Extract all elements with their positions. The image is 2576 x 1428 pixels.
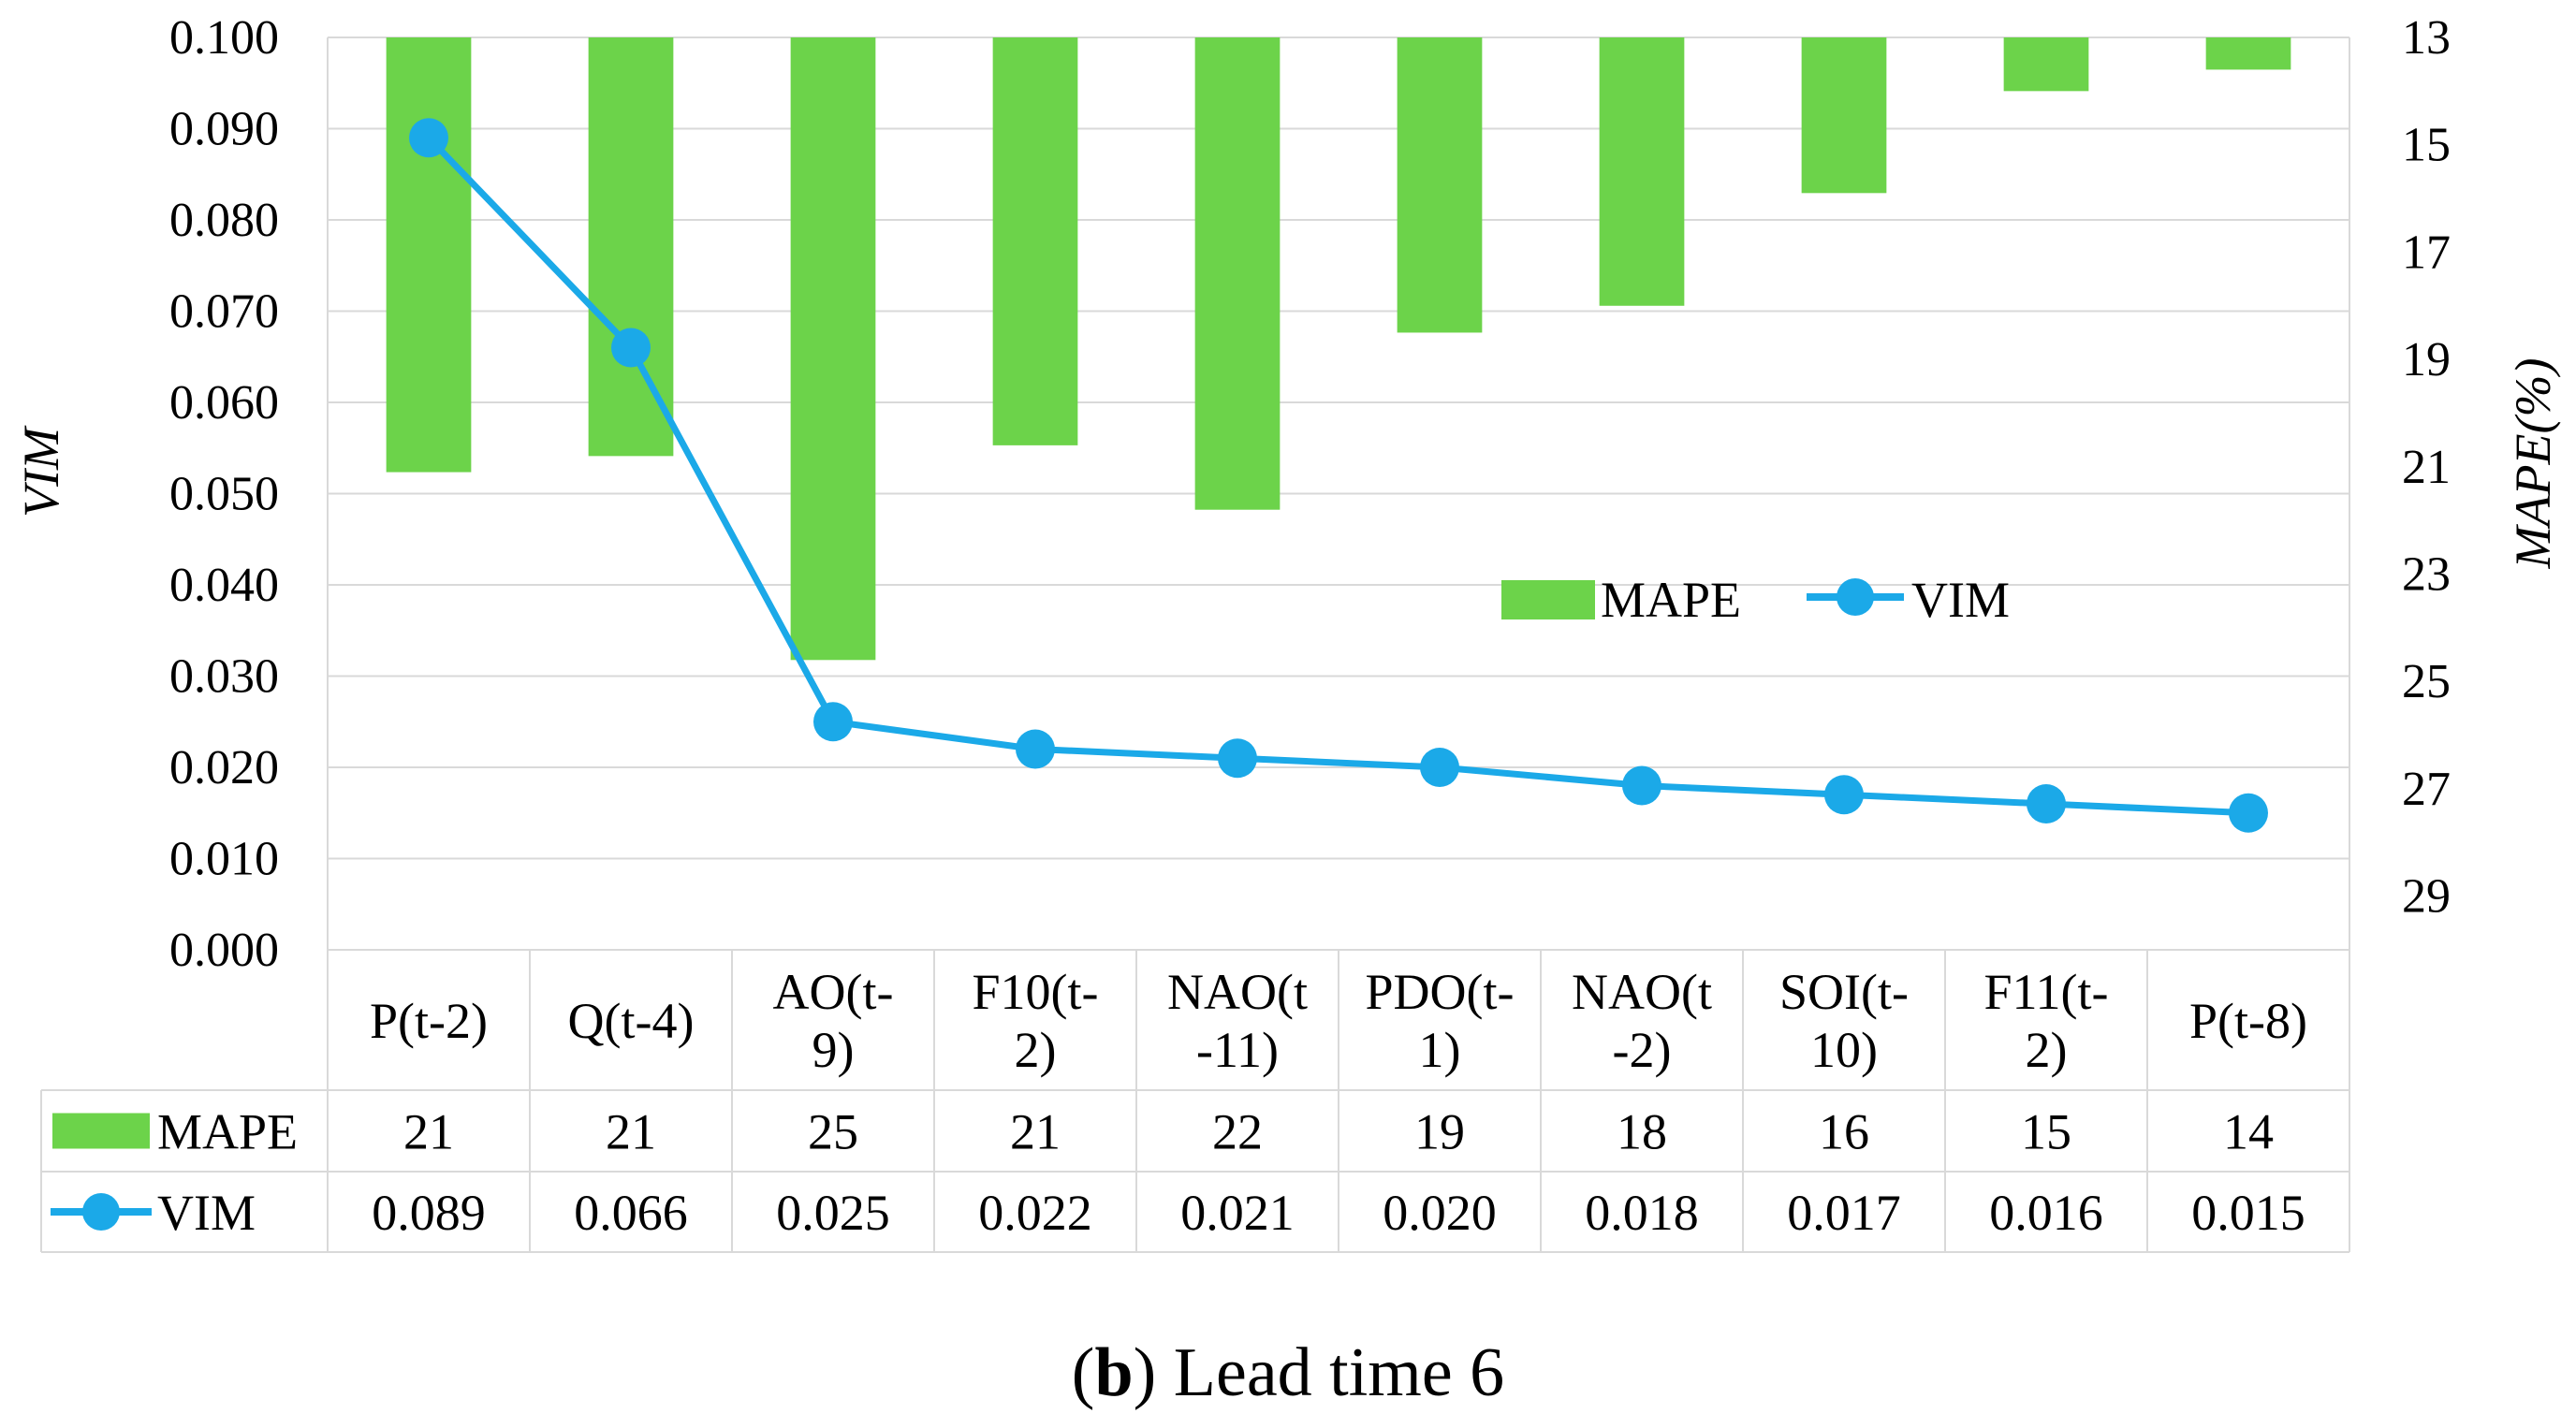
category-label: SOI(t- [1779, 964, 1909, 1020]
left-axis-ticks: 0.000 0.010 0.020 0.030 0.040 0.050 0.060 0.070… [169, 11, 279, 977]
right-tick-label: 13 [2402, 11, 2451, 65]
vim-point [409, 118, 448, 158]
vim-point [1824, 775, 1864, 815]
table-mape-value: 25 [808, 1104, 858, 1160]
right-tick-label: 19 [2402, 333, 2451, 386]
right-tick-label: 29 [2402, 870, 2451, 924]
table-mape-value: 22 [1212, 1104, 1263, 1160]
mape-bar [2205, 37, 2291, 70]
caption-text: Lead time 6 [1173, 1334, 1505, 1411]
legend-mape-label: MAPE [1601, 572, 1741, 628]
table-vim-value: 0.016 [1989, 1185, 2103, 1241]
mape-bar [1599, 37, 1685, 306]
vim-point [2229, 793, 2268, 833]
category-label: 1) [1419, 1022, 1461, 1078]
table-vim-value: 0.015 [2191, 1185, 2305, 1241]
table-vim-value: 0.022 [978, 1185, 1092, 1241]
right-tick-label: 27 [2402, 763, 2451, 816]
vim-line-series [409, 118, 2268, 833]
left-tick-label: 0.000 [169, 924, 279, 977]
category-label: F10(t- [973, 964, 1099, 1020]
category-label: 9) [812, 1022, 855, 1078]
table-vim-value: 0.089 [372, 1185, 486, 1241]
table-vim-value: 0.021 [1180, 1185, 1295, 1241]
left-tick-label: 0.070 [169, 285, 279, 339]
legend-vim-label: VIM [1911, 572, 2010, 628]
left-tick-label: 0.080 [169, 194, 279, 247]
table-vim-value: 0.025 [776, 1185, 890, 1241]
left-tick-label: 0.010 [169, 833, 279, 886]
table-mape-value: 16 [1819, 1104, 1869, 1160]
right-axis-title: MAPE(%) [2505, 358, 2561, 570]
category-label: Q(t-4) [568, 993, 695, 1049]
table-mape-value: 19 [1414, 1104, 1465, 1160]
category-label: P(t-2) [370, 993, 488, 1049]
left-tick-label: 0.040 [169, 559, 279, 612]
table-vim-value: 0.017 [1787, 1185, 1901, 1241]
left-tick-label: 0.060 [169, 376, 279, 430]
legend-vim-marker [1837, 578, 1874, 616]
category-label: -11) [1196, 1022, 1279, 1078]
category-label: F11(t- [1984, 964, 2109, 1020]
vim-point [1420, 748, 1459, 787]
left-tick-label: 0.050 [169, 468, 279, 521]
vim-point [1622, 765, 1661, 806]
table-mape-value: 15 [2021, 1104, 2071, 1160]
vim-point [611, 328, 651, 368]
legend-mape-swatch [1501, 580, 1595, 619]
right-tick-label: 23 [2402, 548, 2451, 602]
table-vim-value: 0.020 [1383, 1185, 1497, 1241]
category-label: AO(t- [773, 964, 894, 1020]
data-table: P(t-2) Q(t-4)AO(t-9)F10(t-2)NAO(t-11)PDO(… [40, 949, 2350, 1253]
right-tick-label: 17 [2402, 226, 2451, 279]
category-label: NAO(t [1572, 964, 1712, 1020]
vim-point [1218, 738, 1257, 779]
table-mape-swatch [52, 1113, 150, 1149]
category-label: P(t-8) [2189, 993, 2307, 1049]
legend: MAPE VIM [1501, 572, 2010, 628]
category-label: 2) [1015, 1022, 1057, 1078]
right-tick-label: 15 [2402, 119, 2451, 172]
mape-bar [386, 37, 472, 473]
left-tick-label: 0.100 [169, 11, 279, 65]
mape-bar [1801, 37, 1887, 194]
category-label: 10) [1810, 1022, 1878, 1078]
table-vim-marker [82, 1193, 120, 1231]
vim-point [2027, 784, 2066, 823]
mape-bar [1397, 37, 1483, 333]
table-vim-value: 0.066 [574, 1185, 688, 1241]
figure-caption: (b) Lead time 6 [1071, 1334, 1505, 1411]
right-tick-label: 25 [2402, 655, 2451, 708]
mape-bar [1194, 37, 1281, 510]
vim-point [813, 702, 853, 742]
caption-letter: b [1094, 1334, 1134, 1411]
category-label: 2) [2026, 1022, 2068, 1078]
left-tick-label: 0.030 [169, 650, 279, 704]
table-vim-header: VIM [157, 1185, 256, 1241]
category-label: PDO(t- [1366, 964, 1515, 1020]
table-mape-value: 21 [606, 1104, 656, 1160]
mape-bar [790, 37, 876, 661]
left-tick-label: 0.020 [169, 741, 279, 794]
table-mape-header: MAPE [157, 1104, 298, 1160]
table-mape-value: 14 [2223, 1104, 2274, 1160]
category-label: NAO(t [1167, 964, 1308, 1020]
mape-bar [2003, 37, 2089, 92]
vim-polyline [426, 135, 2249, 817]
table-mape-value: 18 [1617, 1104, 1667, 1160]
vim-point [1016, 729, 1055, 769]
category-label: -2) [1613, 1022, 1672, 1078]
left-axis-title: VIM [13, 425, 69, 517]
mape-bars [386, 37, 2291, 661]
mape-bar [992, 37, 1078, 445]
right-tick-label: 21 [2402, 441, 2451, 494]
table-vim-value: 0.018 [1585, 1185, 1699, 1241]
left-tick-label: 0.090 [169, 103, 279, 156]
right-axis-ticks: 13 15 17 19 21 23 25 27 29 [2402, 11, 2451, 924]
mape-bar [588, 37, 674, 457]
table-mape-value: 21 [1010, 1104, 1061, 1160]
table-mape-value: 21 [403, 1104, 454, 1160]
